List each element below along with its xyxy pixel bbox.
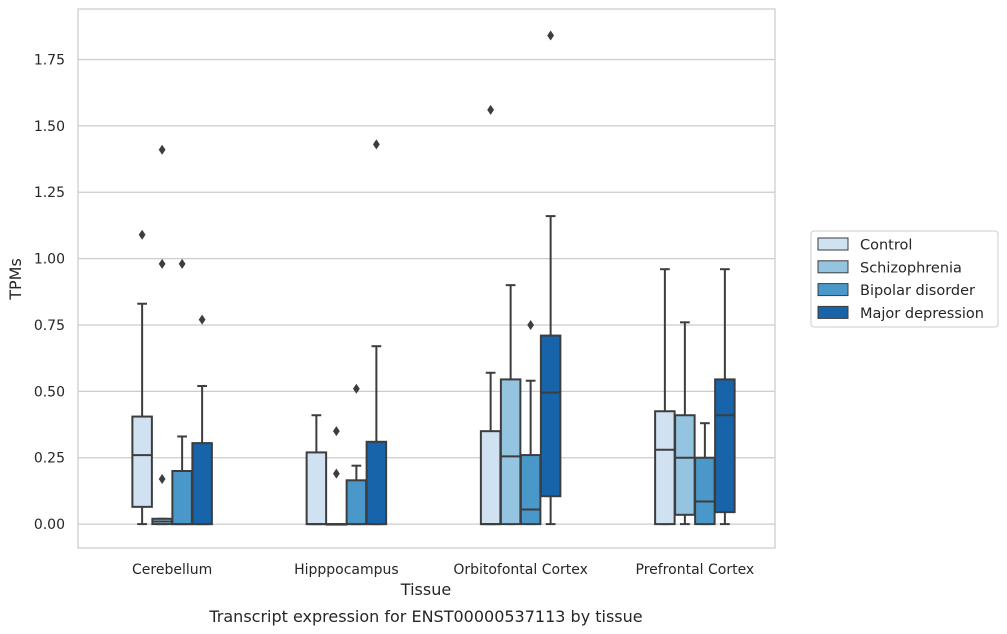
box-iqr xyxy=(499,378,522,526)
outlier-point xyxy=(198,314,206,325)
box-0-1 xyxy=(305,414,328,526)
x-tick-label: Orbitofontal Cortex xyxy=(453,562,588,578)
outlier-point xyxy=(158,144,166,155)
legend-label: Major depression xyxy=(860,306,984,322)
legend-swatch xyxy=(817,283,849,297)
outlier-point xyxy=(138,229,146,240)
y-tick-label: 0.00 xyxy=(34,517,65,533)
box-iqr xyxy=(131,415,153,508)
box-iqr xyxy=(654,410,676,526)
legend-swatch xyxy=(817,237,849,251)
legend-label: Control xyxy=(860,238,912,254)
x-tick-labels: Cerebellum Hipppocampus Orbitofontal Corte… xyxy=(132,562,754,578)
x-tick-label: Hipppocampus xyxy=(294,562,399,578)
outlier-point xyxy=(372,139,380,150)
box-iqr xyxy=(305,451,328,526)
box-3-1 xyxy=(365,139,388,526)
x-tick-label: Cerebellum xyxy=(132,562,212,578)
box-2-3 xyxy=(694,422,716,526)
y-tick-label: 0.25 xyxy=(34,451,65,467)
y-tick-label: 1.75 xyxy=(34,52,65,68)
plot-frame xyxy=(77,8,776,549)
legend-frame xyxy=(810,230,999,328)
outlier-point xyxy=(158,258,166,269)
box-iqr xyxy=(345,479,368,526)
outlier-point xyxy=(527,319,535,330)
outlier-point xyxy=(547,30,555,41)
legend-label: Schizophrenia xyxy=(860,260,962,276)
y-tick-label: 0.50 xyxy=(34,384,65,400)
outlier-point xyxy=(487,104,495,115)
legend: Control Schizophrenia Bipolar disorder Majo… xyxy=(810,230,999,328)
box-iqr xyxy=(479,430,502,526)
y-tick-label: 1.00 xyxy=(34,252,65,268)
outlier-point xyxy=(178,258,186,269)
y-tick-label: 1.25 xyxy=(34,185,65,201)
y-tick-labels: 0.00 0.25 0.50 0.75 1.00 1.25 1.50 1.75 xyxy=(34,52,65,533)
box-iqr xyxy=(519,454,542,526)
box-iqr xyxy=(171,470,193,526)
outlier-point xyxy=(352,383,360,394)
box-3-3 xyxy=(714,268,736,526)
box-iqr xyxy=(694,456,716,526)
legend-swatch xyxy=(817,305,849,319)
box-iqr xyxy=(714,378,736,514)
y-tick-label: 1.50 xyxy=(34,119,65,135)
y-axis-title: TPMs xyxy=(6,258,25,301)
outlier-point xyxy=(332,468,340,479)
outlier-point xyxy=(332,426,340,437)
chart-caption: Transcript expression for ENST0000053711… xyxy=(208,607,642,626)
outlier-point xyxy=(158,473,166,484)
box-iqr xyxy=(539,334,562,498)
box-iqr xyxy=(674,414,696,516)
x-tick-label: Prefrontal Cortex xyxy=(636,562,755,578)
box-2-2 xyxy=(519,319,542,526)
box-3-0 xyxy=(191,314,213,526)
x-axis-title: Tissue xyxy=(400,580,451,599)
box-iqr xyxy=(191,442,213,526)
box-3-2 xyxy=(539,30,562,526)
box-iqr xyxy=(365,440,388,526)
box-1-2 xyxy=(499,284,522,526)
legend-label: Bipolar disorder xyxy=(860,283,975,299)
y-tick-label: 0.75 xyxy=(34,318,65,334)
legend-swatch xyxy=(817,260,849,274)
boxes-layer xyxy=(131,30,736,526)
box-0-2 xyxy=(479,104,502,526)
box-0-0 xyxy=(131,229,153,526)
